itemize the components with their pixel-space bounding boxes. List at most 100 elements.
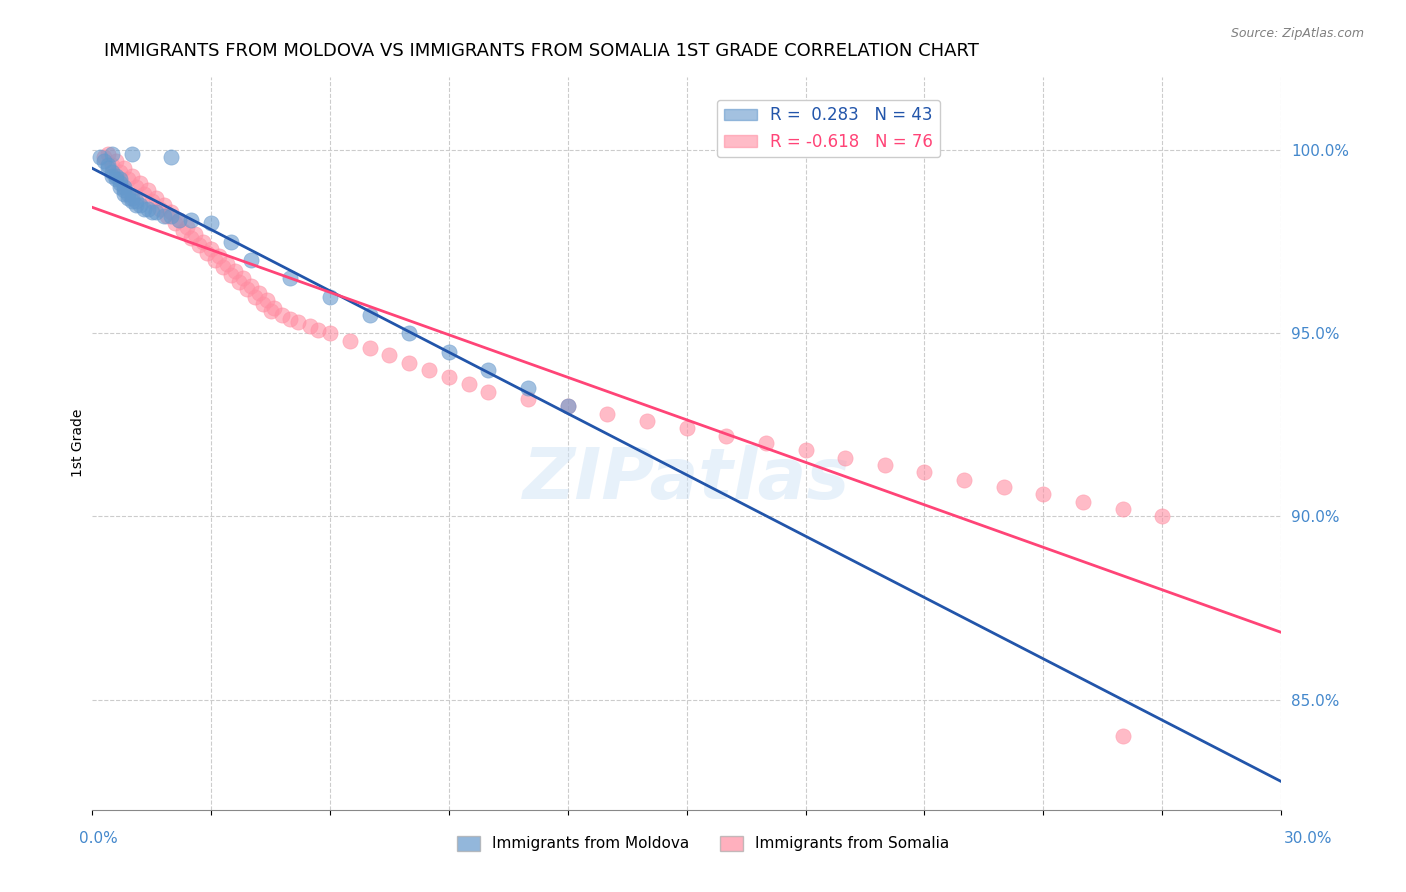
- Y-axis label: 1st Grade: 1st Grade: [72, 409, 86, 477]
- Point: [176, 219, 198, 234]
- Point: [755, 436, 778, 450]
- Point: [359, 341, 381, 355]
- Point: [208, 249, 231, 263]
- Point: [675, 421, 697, 435]
- Point: [188, 238, 211, 252]
- Point: [243, 289, 266, 303]
- Point: [259, 304, 281, 318]
- Point: [156, 209, 179, 223]
- Point: [212, 260, 235, 275]
- Point: [125, 179, 148, 194]
- Point: [1152, 509, 1174, 524]
- Point: [136, 202, 159, 216]
- Point: [172, 223, 194, 237]
- Point: [152, 209, 174, 223]
- Point: [477, 363, 499, 377]
- Point: [557, 400, 579, 414]
- Point: [636, 414, 658, 428]
- Point: [93, 153, 115, 168]
- Point: [136, 183, 159, 197]
- Point: [437, 370, 460, 384]
- Point: [232, 271, 254, 285]
- Point: [160, 150, 183, 164]
- Point: [263, 301, 285, 315]
- Point: [108, 165, 131, 179]
- Point: [101, 157, 124, 171]
- Point: [132, 186, 155, 201]
- Point: [794, 443, 817, 458]
- Point: [112, 183, 135, 197]
- Point: [97, 146, 120, 161]
- Point: [141, 194, 163, 209]
- Point: [121, 169, 143, 183]
- Point: [152, 198, 174, 212]
- Point: [195, 245, 218, 260]
- Point: [252, 297, 274, 311]
- Point: [299, 318, 322, 333]
- Point: [191, 235, 214, 249]
- Legend: R =  0.283   N = 43, R = -0.618   N = 76: R = 0.283 N = 43, R = -0.618 N = 76: [717, 100, 939, 157]
- Point: [993, 480, 1015, 494]
- Point: [148, 202, 170, 216]
- Point: [219, 268, 242, 282]
- Point: [165, 216, 187, 230]
- Point: [557, 400, 579, 414]
- Point: [398, 326, 420, 341]
- Point: [287, 315, 309, 329]
- Text: IMMIGRANTS FROM MOLDOVA VS IMMIGRANTS FROM SOMALIA 1ST GRADE CORRELATION CHART: IMMIGRANTS FROM MOLDOVA VS IMMIGRANTS FR…: [104, 42, 979, 60]
- Text: Source: ZipAtlas.com: Source: ZipAtlas.com: [1230, 27, 1364, 40]
- Point: [517, 381, 540, 395]
- Point: [1111, 502, 1133, 516]
- Point: [125, 198, 148, 212]
- Point: [160, 209, 183, 223]
- Point: [108, 179, 131, 194]
- Point: [596, 407, 619, 421]
- Point: [418, 363, 440, 377]
- Point: [339, 334, 361, 348]
- Point: [307, 322, 329, 336]
- Point: [117, 172, 139, 186]
- Point: [1111, 730, 1133, 744]
- Point: [873, 458, 896, 472]
- Point: [953, 473, 976, 487]
- Point: [104, 172, 127, 186]
- Point: [121, 190, 143, 204]
- Point: [97, 157, 120, 171]
- Point: [278, 271, 301, 285]
- Point: [132, 202, 155, 216]
- Point: [93, 150, 115, 164]
- Text: 30.0%: 30.0%: [1284, 831, 1331, 846]
- Point: [319, 326, 342, 341]
- Point: [716, 429, 738, 443]
- Point: [97, 161, 120, 176]
- Text: ZIPatlas: ZIPatlas: [523, 445, 851, 515]
- Point: [104, 153, 127, 168]
- Point: [359, 308, 381, 322]
- Point: [477, 384, 499, 399]
- Point: [247, 285, 270, 300]
- Point: [224, 264, 246, 278]
- Point: [121, 194, 143, 209]
- Point: [1032, 487, 1054, 501]
- Point: [256, 293, 278, 308]
- Point: [180, 212, 202, 227]
- Point: [117, 186, 139, 201]
- Point: [834, 450, 856, 465]
- Point: [184, 227, 207, 242]
- Point: [101, 146, 124, 161]
- Point: [169, 212, 191, 227]
- Point: [215, 256, 238, 270]
- Point: [180, 231, 202, 245]
- Point: [278, 311, 301, 326]
- Point: [239, 278, 262, 293]
- Point: [200, 216, 222, 230]
- Point: [271, 308, 294, 322]
- Point: [398, 355, 420, 369]
- Point: [145, 205, 167, 219]
- Point: [121, 146, 143, 161]
- Point: [239, 252, 262, 267]
- Point: [457, 377, 479, 392]
- Point: [101, 169, 124, 183]
- Point: [319, 289, 342, 303]
- Point: [437, 344, 460, 359]
